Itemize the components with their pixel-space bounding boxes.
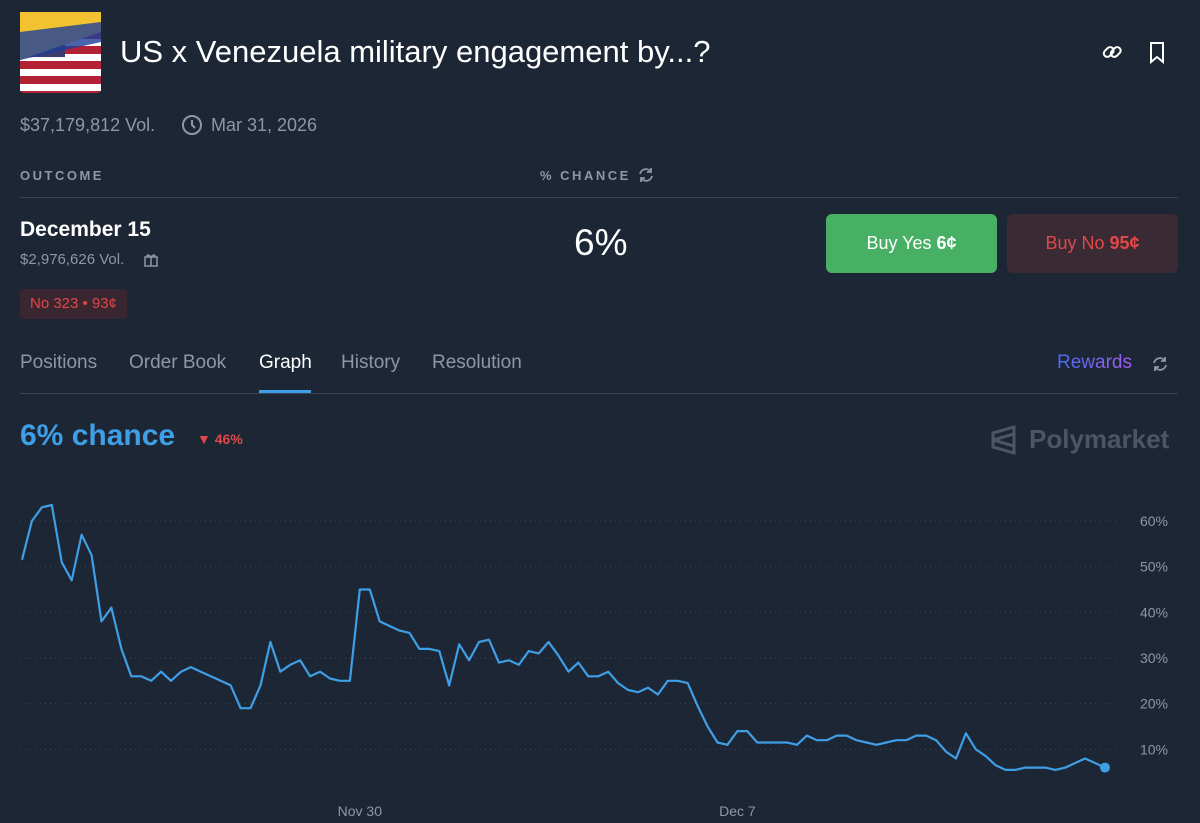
price-line [20,503,1106,771]
end-date: Mar 31, 2026 [211,115,318,135]
outcome-name: December 15 [20,218,151,241]
column-header: OUTCOME [20,168,104,183]
clock-icon [182,115,202,135]
brand-logo [991,425,1016,455]
button-price: 95¢ [1109,233,1140,253]
market-icon [20,12,101,93]
tab-active[interactable]: Graph [259,352,312,373]
y-tick-label: 30% [1140,650,1168,666]
button-label: Buy No [1045,233,1105,253]
gift-icon [144,254,158,267]
last-point [1100,762,1110,773]
divider [20,197,1178,198]
button-price: 6¢ [936,233,957,253]
button-label: Buy Yes [866,233,932,253]
brand-name: Polymarket [1029,424,1170,454]
refresh-icon[interactable] [1151,355,1169,373]
y-tick-label: 60% [1140,513,1168,529]
x-tick-label: Dec 7 [719,803,756,819]
market-title: US x Venezuela military engagement by...… [120,34,711,69]
y-tick-label: 20% [1140,696,1168,712]
change-value: 46% [214,431,243,447]
y-tick-label: 40% [1140,604,1168,620]
buy-yes-button[interactable]: Buy Yes 6¢ [826,214,997,273]
refresh-icon[interactable] [637,166,655,184]
chance-summary: 6% chance [20,419,176,452]
outcome-volume: $2,976,626 Vol. [20,251,125,268]
column-header: % CHANCE [540,168,631,183]
tab-underline [259,390,311,393]
header-actions[interactable] [1100,40,1180,66]
divider [20,393,1178,394]
position-badge[interactable]: No 323 • 93¢ [20,289,127,319]
outcome-chance: 6% [574,222,628,263]
x-tick-label: Nov 30 [338,803,383,819]
tab[interactable]: Order Book [129,352,227,373]
tab[interactable]: Positions [20,352,98,373]
market-volume: $37,179,812 Vol. [20,115,156,135]
tab[interactable]: Resolution [432,352,522,373]
buy-no-button[interactable]: Buy No 95¢ [1007,214,1178,273]
rewards-link[interactable]: Rewards [1057,352,1132,373]
change-badge: ▼ 46% [197,431,243,447]
y-tick-label: 50% [1140,559,1168,575]
y-tick-label: 10% [1140,741,1168,757]
tab[interactable]: History [341,352,401,373]
